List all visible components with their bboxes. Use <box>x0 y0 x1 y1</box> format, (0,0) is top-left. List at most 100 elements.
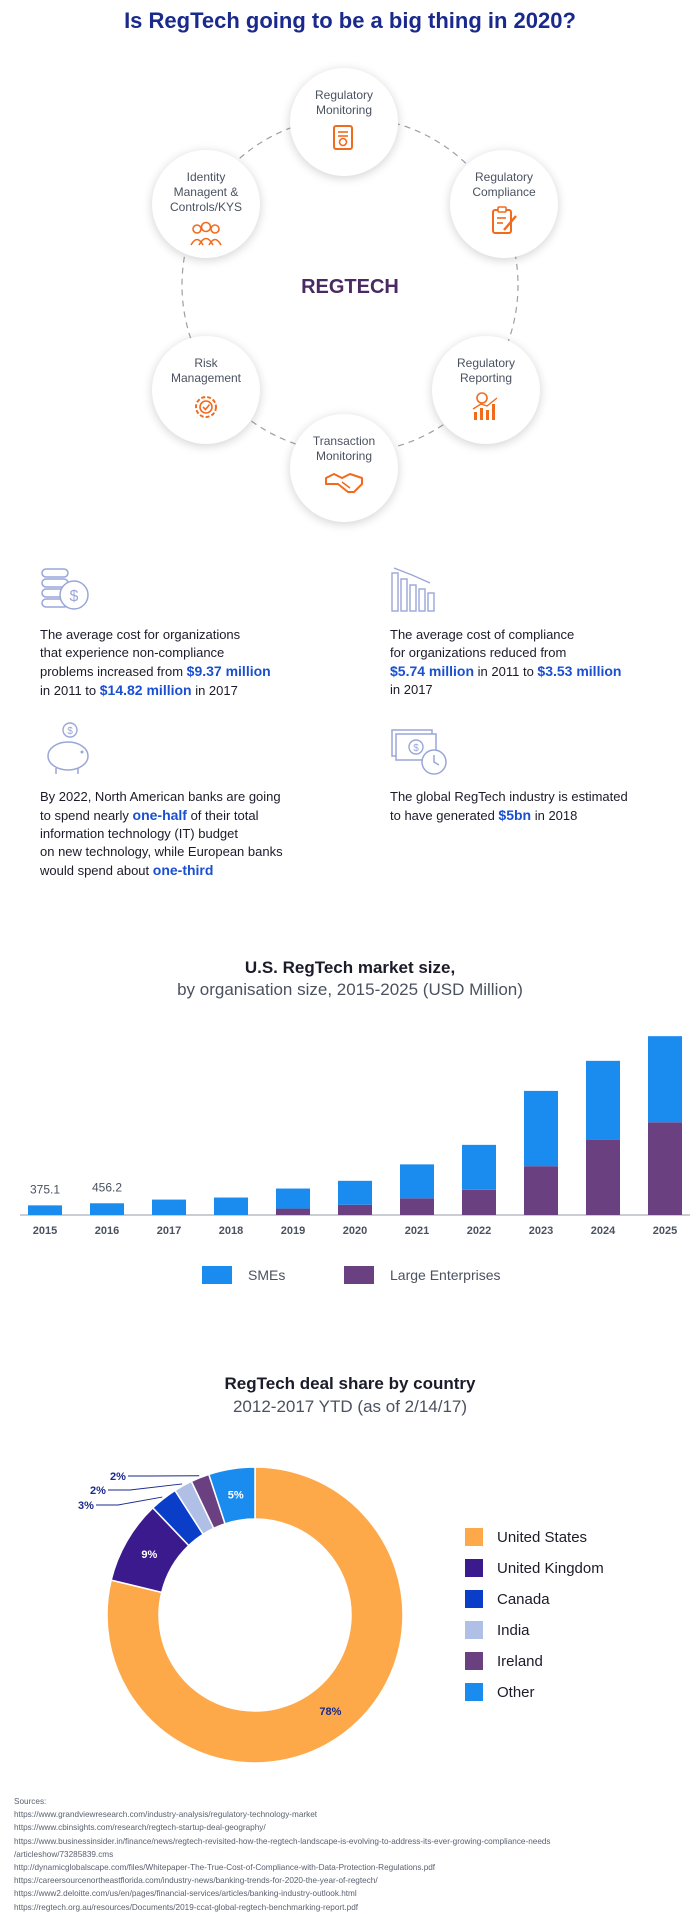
piggy-bank-icon: $ <box>40 720 96 776</box>
source-link[interactable]: /articleshow/73285839.cms <box>14 1848 694 1861</box>
legend-label: Canada <box>497 1591 550 1608</box>
x-tick-label: 2018 <box>219 1225 243 1237</box>
sources-list: Sources: https://www.grandviewresearch.c… <box>14 1795 694 1914</box>
bar-smes-2025 <box>648 1036 682 1122</box>
gear-check-icon <box>191 392 221 422</box>
donut-chart-title: RegTech deal share by country <box>0 1374 700 1394</box>
source-link[interactable]: https://www.businessinsider.in/finance/n… <box>14 1835 694 1848</box>
legend-swatch <box>465 1528 483 1546</box>
stat-highlight: $3.53 million <box>537 663 621 679</box>
stat-text-line: The average cost of compliance <box>390 626 680 644</box>
regtech-center-label: REGTECH <box>290 276 410 299</box>
bar-large-enterprises-2023 <box>524 1166 558 1215</box>
stat-text-line: problems increased from <box>40 664 187 679</box>
stat-it-budget: By 2022, North American banks are going … <box>40 788 350 880</box>
svg-text:$: $ <box>413 743 419 754</box>
source-link[interactable]: https://www.grandviewresearch.com/indust… <box>14 1808 694 1821</box>
node-regulatory-reporting: Regulatory Reporting <box>432 336 540 444</box>
x-tick-label: 2017 <box>157 1225 181 1237</box>
source-link[interactable]: https://www.cbinsights.com/research/regt… <box>14 1821 694 1834</box>
node-label: Regulatory Reporting <box>446 356 526 386</box>
x-tick-label: 2015 <box>33 1225 57 1237</box>
node-label: Identity Managent & Controls/KYS <box>162 170 250 215</box>
bar-smes-2015 <box>28 1205 62 1215</box>
legend-label-large-enterprises: Large Enterprises <box>390 1267 501 1283</box>
people-icon <box>188 221 224 247</box>
bar-large-enterprises-2022 <box>462 1190 496 1215</box>
donut-legend-item: Other <box>465 1682 535 1702</box>
stat-highlight: $9.37 million <box>187 663 271 679</box>
legend-swatch <box>465 1683 483 1701</box>
stat-text-line: in 2011 to <box>40 683 100 698</box>
x-tick-label: 2020 <box>343 1225 367 1237</box>
donut-legend-item: Ireland <box>465 1651 543 1671</box>
document-icon <box>331 124 357 152</box>
legend-label: Other <box>497 1684 535 1701</box>
money-clock-icon: $ <box>390 728 452 778</box>
bar-smes-2018 <box>214 1198 248 1215</box>
stat-text-line: on new technology, while European banks <box>40 843 350 861</box>
source-link[interactable]: https://regtech.org.au/resources/Documen… <box>14 1901 694 1914</box>
node-label: Risk Management <box>166 356 246 386</box>
legend-swatch-smes <box>202 1266 232 1284</box>
x-tick-label: 2024 <box>591 1225 616 1237</box>
donut-legend-item: India <box>465 1620 530 1640</box>
node-label: Regulatory Compliance <box>464 170 544 200</box>
bar-chart-title: U.S. RegTech market size, <box>0 958 700 978</box>
bar-large-enterprises-2024 <box>586 1140 620 1215</box>
x-tick-label: 2025 <box>653 1225 677 1237</box>
bar-data-label: 456.2 <box>92 1180 122 1194</box>
donut-legend-item: United Kingdom <box>465 1558 604 1578</box>
stat-global-revenue: The global RegTech industry is estimated… <box>390 788 680 825</box>
node-regulatory-monitoring: Regulatory Monitoring <box>290 68 398 176</box>
x-tick-label: 2022 <box>467 1225 491 1237</box>
source-link[interactable]: https://www2.deloitte.com/us/en/pages/fi… <box>14 1887 694 1900</box>
stat-text-line: The average cost for organizations <box>40 626 340 644</box>
stat-highlight: $14.82 million <box>100 682 192 698</box>
source-link[interactable]: http://dynamicglobalscape.com/files/Whit… <box>14 1861 694 1874</box>
stat-compliance-cost: The average cost of compliance for organ… <box>390 626 680 699</box>
bar-smes-2024 <box>586 1061 620 1140</box>
stat-text-line: of their total <box>187 808 259 823</box>
stat-text-line: to spend nearly <box>40 808 133 823</box>
stat-text-line: would spend about <box>40 863 153 878</box>
handshake-icon <box>324 470 364 496</box>
bar-data-label: 375.1 <box>30 1182 60 1196</box>
stat-text-line: that experience non-compliance <box>40 644 340 662</box>
node-label: Transaction Monitoring <box>301 434 387 464</box>
stat-text-line: in 2017 <box>390 681 680 699</box>
bar-large-enterprises-2021 <box>400 1198 434 1215</box>
donut-value-label: 3% <box>78 1500 94 1512</box>
donut-value-label: 78% <box>319 1706 341 1718</box>
legend-label: India <box>497 1622 530 1639</box>
legend-swatch <box>465 1590 483 1608</box>
node-transaction-monitoring: Transaction Monitoring <box>290 414 398 522</box>
stat-text-line: to have generated <box>390 808 498 823</box>
node-label: Regulatory Monitoring <box>304 88 384 118</box>
donut-legend-item: United States <box>465 1527 587 1547</box>
bar-chart-subtitle: by organisation size, 2015-2025 (USD Mil… <box>0 980 700 1000</box>
chart-report-icon <box>470 392 502 422</box>
legend-label-smes: SMEs <box>248 1267 285 1283</box>
node-risk-management: Risk Management <box>152 336 260 444</box>
legend-swatch <box>465 1559 483 1577</box>
donut-value-label: 5% <box>228 1490 244 1502</box>
sources-heading: Sources: <box>14 1795 694 1808</box>
stat-highlight: $5.74 million <box>390 663 474 679</box>
donut-value-label: 9% <box>141 1549 157 1561</box>
donut-callout-line <box>108 1484 182 1490</box>
clipboard-pen-icon <box>490 206 518 236</box>
stat-text-line: in 2017 <box>192 683 238 698</box>
x-tick-label: 2021 <box>405 1225 429 1237</box>
bar-smes-2021 <box>400 1164 434 1198</box>
svg-text:$: $ <box>70 588 79 605</box>
stat-text-line: in 2018 <box>531 808 577 823</box>
node-identity-management: Identity Managent & Controls/KYS <box>152 150 260 258</box>
legend-label: United Kingdom <box>497 1560 604 1577</box>
stat-noncompliance-cost: The average cost for organizations that … <box>40 626 340 700</box>
donut-value-label: 2% <box>90 1485 106 1497</box>
x-tick-label: 2023 <box>529 1225 553 1237</box>
legend-swatch-large-enterprises <box>344 1266 374 1284</box>
source-link[interactable]: https://careersourcenortheastflorida.com… <box>14 1874 694 1887</box>
